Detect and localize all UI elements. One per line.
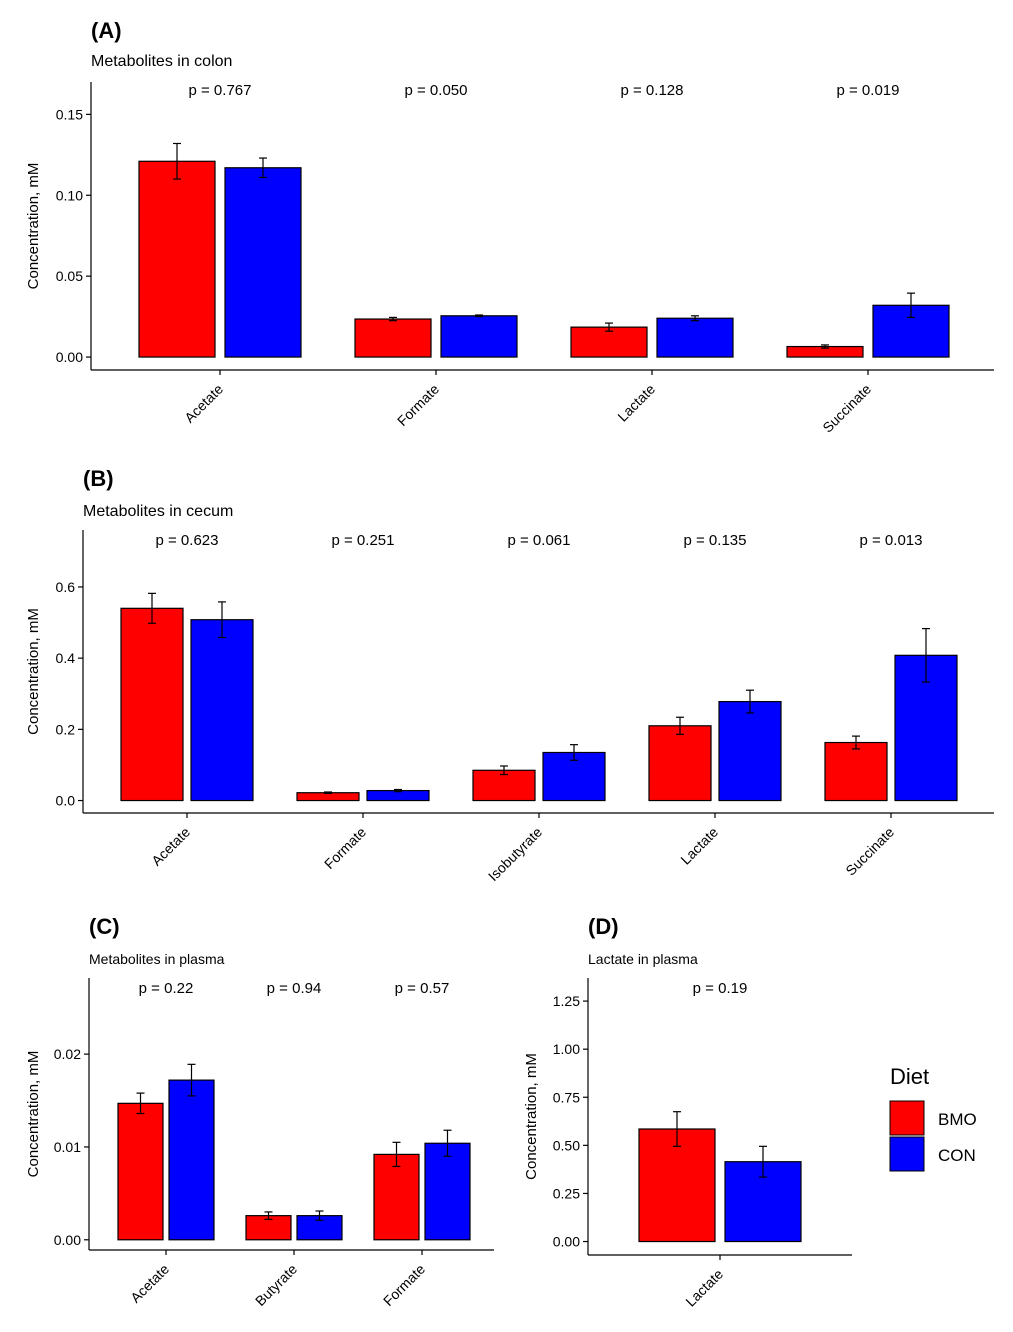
- legend-swatch-bmo: [889, 1100, 925, 1136]
- x-category-label: Lactate: [677, 824, 721, 868]
- y-axis-label: Concentration, mM: [25, 1051, 42, 1178]
- panel-label: (A): [91, 18, 122, 43]
- legend-label: BMO: [938, 1110, 977, 1129]
- bar-bmo: [570, 326, 648, 358]
- p-value-label: p = 0.767: [189, 82, 252, 99]
- panel-a: (A) Metabolites in colon 0.00 0.05 0.10 0.15 C…: [25, 18, 994, 436]
- panel-label: (B): [83, 466, 114, 491]
- legend-swatch-con: [889, 1136, 925, 1172]
- bar-con: [656, 317, 734, 358]
- bar-con: [224, 167, 302, 358]
- bar-con: [718, 700, 782, 802]
- bar-bmo: [138, 160, 216, 358]
- p-value-label: p = 0.019: [837, 82, 900, 99]
- y-axis-label: Concentration, mM: [25, 608, 42, 735]
- panel-title: Metabolites in colon: [91, 53, 232, 70]
- x-category-label: Lactate: [614, 381, 658, 425]
- y-tick-label: 0.05: [56, 268, 83, 284]
- x-category-label: Acetate: [127, 1261, 172, 1306]
- x-category-label: Lactate: [682, 1266, 726, 1310]
- x-category-label: Succinate: [842, 824, 897, 879]
- legend: Diet BMO CON: [889, 1064, 977, 1172]
- bar-bmo: [354, 318, 432, 358]
- bar-con: [424, 1142, 471, 1241]
- y-tick-label: 0.0: [56, 793, 76, 809]
- x-category-label: Acetate: [181, 381, 226, 426]
- panel-title: Lactate in plasma: [588, 951, 698, 967]
- y-tick-label: 1.00: [553, 1041, 580, 1057]
- x-category-label: Formate: [394, 381, 442, 429]
- panel-c: (C) Metabolites in plasma 0.00 0.01 0.02 Conc…: [25, 914, 494, 1309]
- y-tick-label: 0.50: [553, 1137, 580, 1153]
- bar-bmo: [638, 1128, 716, 1243]
- panel-title: Metabolites in plasma: [89, 951, 225, 967]
- panel-b: (B) Metabolites in cecum 0.0 0.2 0.4 0.6 Conce…: [25, 466, 994, 884]
- bar-bmo: [824, 741, 888, 802]
- p-value-label: p = 0.623: [156, 532, 219, 549]
- y-tick-label: 0.00: [553, 1234, 580, 1250]
- p-value-label: p = 0.94: [267, 980, 322, 997]
- y-tick-label: 0.4: [56, 650, 76, 666]
- y-tick-label: 0.2: [56, 721, 76, 737]
- bar-con: [190, 619, 254, 802]
- x-category-label: Isobutyrate: [485, 824, 545, 884]
- y-tick-label: 0.02: [54, 1046, 81, 1062]
- x-category-label: Butyrate: [252, 1261, 300, 1309]
- panel-d: (D) Lactate in plasma 0.00 0.25 0.50 0.75 1.00…: [523, 914, 852, 1310]
- p-value-label: p = 0.19: [693, 980, 748, 997]
- x-category-label: Formate: [321, 824, 369, 872]
- p-value-label: p = 0.22: [139, 980, 194, 997]
- panel-title: Metabolites in cecum: [83, 503, 233, 520]
- p-value-label: p = 0.050: [405, 82, 468, 99]
- p-value-label: p = 0.128: [621, 82, 684, 99]
- y-axis-label: Concentration, mM: [523, 1053, 540, 1180]
- bar-con: [440, 315, 518, 358]
- y-tick-label: 0.00: [56, 349, 83, 365]
- bar-bmo: [373, 1153, 420, 1241]
- y-axis-label: Concentration, mM: [25, 163, 42, 290]
- bar-con: [168, 1079, 215, 1241]
- p-value-label: p = 0.061: [508, 532, 571, 549]
- bar-bmo: [120, 607, 184, 802]
- y-tick-label: 0.15: [56, 106, 83, 122]
- p-value-label: p = 0.251: [332, 532, 395, 549]
- bar-bmo: [472, 769, 536, 802]
- panel-label: (C): [89, 914, 120, 939]
- p-value-label: p = 0.013: [860, 532, 923, 549]
- y-tick-label: 0.6: [56, 579, 76, 595]
- y-tick-label: 1.25: [553, 993, 580, 1009]
- legend-title: Diet: [890, 1064, 929, 1089]
- y-tick-label: 0.25: [553, 1185, 580, 1201]
- p-value-label: p = 0.57: [395, 980, 450, 997]
- bar-bmo: [117, 1102, 164, 1241]
- bar-bmo: [648, 725, 712, 802]
- panel-label: (D): [588, 914, 619, 939]
- x-category-label: Succinate: [819, 381, 874, 436]
- p-value-label: p = 0.135: [684, 532, 747, 549]
- legend-label: CON: [938, 1146, 976, 1165]
- x-category-label: Acetate: [148, 824, 193, 869]
- x-category-label: Formate: [380, 1261, 428, 1309]
- y-tick-label: 0.75: [553, 1089, 580, 1105]
- y-tick-label: 0.01: [54, 1139, 81, 1155]
- y-tick-label: 0.10: [56, 187, 83, 203]
- y-tick-label: 0.00: [54, 1232, 81, 1248]
